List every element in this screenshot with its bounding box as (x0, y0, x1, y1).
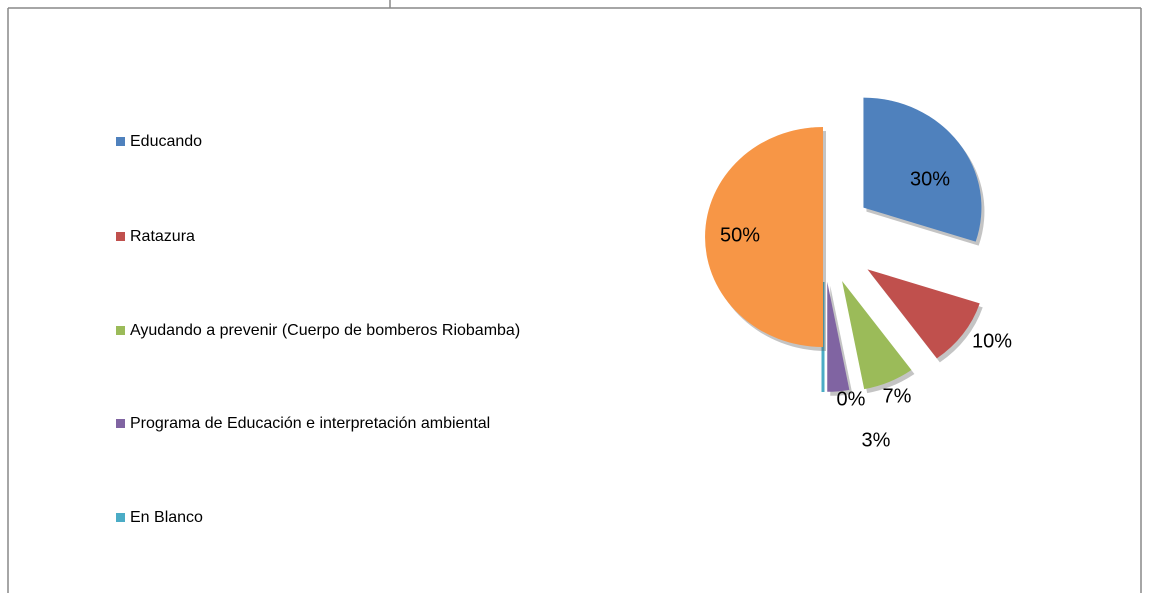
legend-label: Programa de Educación e interpretación a… (130, 415, 490, 432)
frame (7, 0, 1142, 593)
pie-slice (705, 127, 823, 347)
data-label: 10% (972, 330, 1012, 352)
legend-swatch (116, 419, 125, 428)
data-label: 50% (720, 224, 760, 246)
pie-slice (842, 281, 912, 390)
legend-label: Ratazura (130, 228, 195, 245)
pie-slice (863, 97, 982, 242)
legend-swatch (116, 326, 125, 335)
legend-label: Educando (130, 133, 202, 150)
data-label: 0% (837, 388, 866, 410)
legend-label: En Blanco (130, 509, 203, 526)
data-label: 30% (910, 168, 950, 190)
pie-slice (867, 269, 980, 359)
data-label: 7% (883, 385, 912, 407)
legend-swatch (116, 513, 125, 522)
legend-label: Ayudando a prevenir (Cuerpo de bomberos … (130, 322, 520, 339)
legend-swatch (116, 232, 125, 241)
pie-slice (827, 281, 850, 392)
data-label: 3% (862, 429, 891, 451)
legend-swatch (116, 137, 125, 146)
